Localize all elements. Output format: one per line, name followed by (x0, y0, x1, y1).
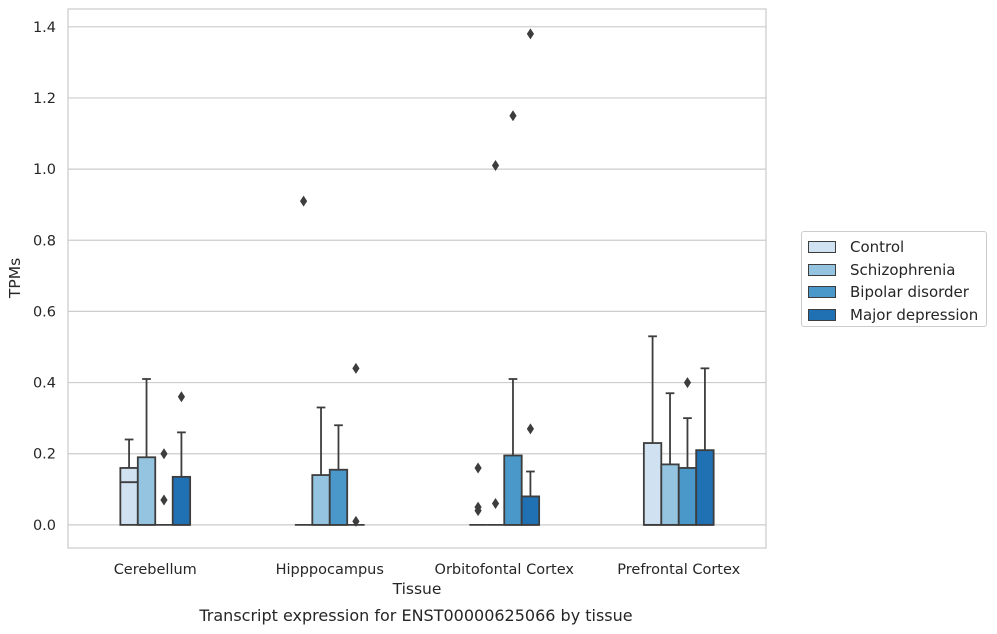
legend-swatch-control (808, 241, 836, 254)
legend-label-bipolar-disorder: Bipolar disorder (850, 283, 969, 302)
y-tick-label-5: 1.0 (33, 162, 56, 178)
y-axis-label: TPMs (6, 258, 24, 299)
box-series (119, 28, 715, 527)
legend-swatch-bipolar-disorder (808, 286, 836, 299)
box-control-3 (642, 442, 663, 526)
outlier-major-depression-1-0 (352, 515, 360, 527)
box-bipolar-disorder-2 (503, 454, 523, 526)
y-tick-label-6: 1.2 (33, 91, 56, 107)
box-bipolar-disorder-1 (328, 468, 349, 526)
plot-frame (67, 8, 767, 549)
outlier-bipolar-disorder-0-1 (160, 448, 168, 460)
y-tick-label-0: 0.0 (33, 518, 56, 534)
y-tick-label-4: 0.8 (33, 233, 56, 249)
outlier-major-depression-2-1 (526, 28, 535, 40)
outlier-bipolar-disorder-3-0 (683, 377, 692, 389)
legend-label-major-depression: Major depression (850, 305, 979, 324)
outlier-control-2-1 (474, 501, 482, 513)
outlier-control-1-0 (299, 195, 308, 207)
legend-label-schizophrenia: Schizophrenia (850, 260, 956, 279)
x-tick-label-0: Cerebellum (114, 562, 197, 578)
outlier-bipolar-disorder-2-0 (509, 110, 517, 122)
outlier-major-depression-0-0 (177, 391, 186, 403)
y-tick-label-3: 0.6 (33, 304, 56, 320)
outlier-major-depression-1-1 (352, 362, 360, 374)
legend-item-control: Control (808, 236, 986, 259)
y-tick-label-7: 1.4 (33, 20, 56, 36)
legend-item-major-depression: Major depression (808, 304, 986, 327)
legend: Control Schizophrenia Bipolar disorder M… (801, 231, 987, 327)
x-axis-label: Tissue (392, 580, 442, 598)
chart-caption: Transcript expression for ENST0000062506… (199, 606, 633, 625)
outlier-bipolar-disorder-0-0 (160, 494, 168, 506)
box-schizophrenia-3 (660, 463, 680, 526)
legend-swatch-schizophrenia (808, 263, 836, 276)
x-tick-labels: Cerebellum Hipppocampus Orbitofontal Corte… (114, 562, 741, 578)
legend-swatch-major-depression (808, 308, 836, 321)
box-major-depression-3 (695, 449, 715, 526)
box-major-depression-0 (171, 475, 192, 526)
legend-item-bipolar-disorder: Bipolar disorder (808, 281, 986, 304)
y-tick-label-2: 0.4 (33, 376, 56, 392)
box-control-0 (119, 467, 139, 526)
outlier-control-2-2 (474, 462, 482, 474)
box-bipolar-disorder-3 (677, 467, 698, 526)
x-tick-label-2: Orbitofontal Cortex (435, 562, 575, 578)
box-schizophrenia-0 (136, 456, 157, 526)
legend-label-control: Control (850, 238, 905, 257)
outlier-major-depression-2-0 (526, 423, 535, 435)
x-tick-label-3: Prefrontal Cortex (617, 562, 740, 578)
outlier-schizophrenia-2-1 (491, 160, 500, 172)
legend-item-schizophrenia: Schizophrenia (808, 259, 986, 282)
x-tick-label-1: Hipppocampus (276, 562, 384, 578)
y-tick-label-1: 0.2 (33, 447, 56, 463)
box-schizophrenia-1 (311, 474, 331, 526)
y-tick-labels: 0.0 0.2 0.4 0.6 0.8 1.0 1.2 1.4 (33, 20, 56, 534)
outlier-schizophrenia-2-0 (491, 498, 500, 510)
box-major-depression-2 (520, 495, 541, 526)
